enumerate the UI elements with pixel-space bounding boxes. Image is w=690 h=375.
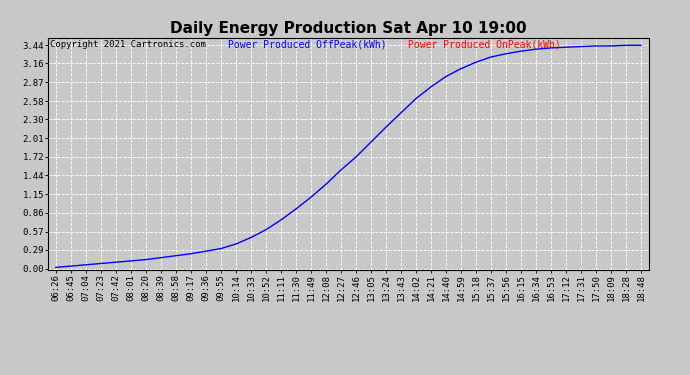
Title: Daily Energy Production Sat Apr 10 19:00: Daily Energy Production Sat Apr 10 19:00 <box>170 21 526 36</box>
Text: Power Produced OffPeak(kWh): Power Produced OffPeak(kWh) <box>228 40 387 50</box>
Text: Copyright 2021 Cartronics.com: Copyright 2021 Cartronics.com <box>50 40 206 49</box>
Text: Power Produced OnPeak(kWh): Power Produced OnPeak(kWh) <box>408 40 561 50</box>
